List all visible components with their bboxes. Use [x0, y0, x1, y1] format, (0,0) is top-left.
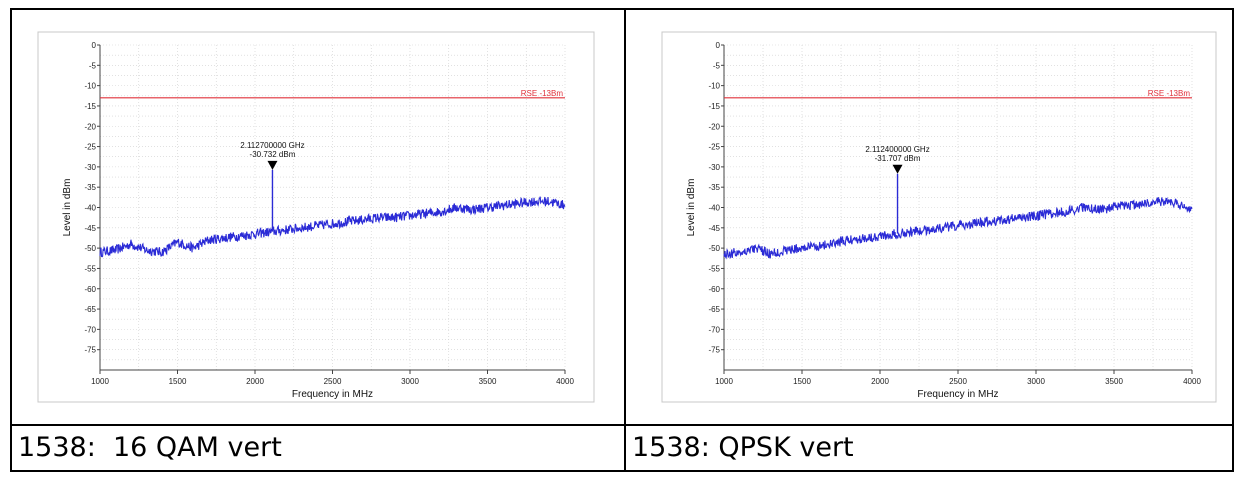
marker-level-label: -31.707 dBm — [875, 154, 921, 163]
trace-line — [99, 196, 566, 258]
trace-line — [723, 196, 1193, 260]
y-tick-label: -20 — [84, 122, 96, 131]
x-axis-label: Frequency in MHz — [292, 389, 373, 400]
y-tick-label: -50 — [708, 244, 720, 253]
y-tick-label: 0 — [716, 41, 721, 50]
y-tick-label: -45 — [708, 224, 720, 233]
y-tick-label: -15 — [708, 102, 720, 111]
y-tick-label: -5 — [89, 61, 97, 70]
x-tick-label: 4000 — [556, 377, 574, 386]
x-tick-label: 4000 — [1183, 377, 1201, 386]
y-tick-label: -55 — [84, 264, 96, 273]
x-tick-label: 3500 — [479, 377, 497, 386]
x-tick-label: 1000 — [91, 377, 109, 386]
y-tick-label: -70 — [708, 325, 720, 334]
y-tick-label: -20 — [708, 122, 720, 131]
chart-cell-qpsk: 0 -5 -10 -15 -20 -25 -30 -35 -40 -45 -50 -55 -60 -65 -… — [626, 10, 1232, 424]
y-tick-label: -30 — [84, 163, 96, 172]
x-tick-label: 3000 — [1027, 377, 1045, 386]
y-tick-label: -35 — [84, 183, 96, 192]
column-divider — [624, 10, 626, 470]
y-tick-label: -45 — [84, 224, 96, 233]
y-tick-label: -60 — [708, 285, 720, 294]
y-tick-label: -15 — [84, 102, 96, 111]
chart-cell-16qam: 0 -5 -10 -15 -20 -25 -30 -35 -40 -45 -50 -55 -60 -65 -… — [12, 10, 624, 424]
x-tick-label: 1000 — [715, 377, 733, 386]
x-axis-label: Frequency in MHz — [917, 389, 998, 400]
spectrum-chart-qpsk: 0 -5 -10 -15 -20 -25 -30 -35 -40 -45 -50 -55 -60 -65 -… — [661, 31, 1217, 403]
y-tick-label: -75 — [708, 346, 720, 355]
y-tick-label: -65 — [84, 305, 96, 314]
y-tick-label: 0 — [92, 41, 97, 50]
y-tick-label: -25 — [708, 143, 720, 152]
x-tick-label: 2500 — [324, 377, 342, 386]
y-tick-label: -70 — [84, 325, 96, 334]
y-tick-label: -35 — [708, 183, 720, 192]
row-divider — [12, 424, 1232, 426]
caption-qpsk: 1538: QPSK vert — [632, 432, 854, 463]
x-tick-label: 1500 — [793, 377, 811, 386]
x-tick-label: 2000 — [246, 377, 264, 386]
marker-level-label: -30.732 dBm — [250, 150, 296, 159]
x-tick-label: 2500 — [949, 377, 967, 386]
grid — [99, 44, 566, 371]
caption-16qam: 1538: 16 QAM vert — [18, 432, 282, 463]
y-tick-label: -30 — [708, 163, 720, 172]
y-tick-label: -40 — [84, 204, 96, 213]
results-table: 0 -5 -10 -15 -20 -25 -30 -35 -40 -45 -50 -55 -60 -65-… — [10, 8, 1234, 472]
x-tick-label: 1500 — [169, 377, 187, 386]
y-axis-label: Level in dBm — [62, 179, 73, 237]
y-tick-label: -75 — [84, 346, 96, 355]
y-tick-label: -5 — [713, 61, 721, 70]
y-tick-label: -10 — [708, 82, 720, 91]
marker-frequency-label: 2.112700000 GHz — [240, 141, 304, 150]
y-tick-label: -65 — [708, 305, 720, 314]
marker-frequency-label: 2.112400000 GHz — [865, 145, 929, 154]
limit-line-label: RSE -13Bm — [1148, 89, 1191, 98]
x-tick-label: 2000 — [871, 377, 889, 386]
y-tick-label: -55 — [708, 264, 720, 273]
y-tick-label: -10 — [84, 82, 96, 91]
chart-frame — [661, 31, 1217, 403]
x-tick-label: 3000 — [401, 377, 419, 386]
chart-frame — [37, 31, 595, 403]
grid — [723, 44, 1193, 371]
spectrum-chart-16qam: 0 -5 -10 -15 -20 -25 -30 -35 -40 -45 -50 -55 -60 -65 -… — [37, 31, 595, 403]
y-axis-label: Level in dBm — [686, 179, 697, 237]
limit-line-label: RSE -13Bm — [521, 89, 564, 98]
x-tick-label: 3500 — [1105, 377, 1123, 386]
marker-triangle — [892, 164, 903, 174]
marker-triangle — [267, 160, 278, 170]
y-tick-label: -50 — [84, 244, 96, 253]
y-tick-label: -25 — [84, 143, 96, 152]
y-tick-label: -40 — [708, 204, 720, 213]
y-tick-label: -60 — [84, 285, 96, 294]
